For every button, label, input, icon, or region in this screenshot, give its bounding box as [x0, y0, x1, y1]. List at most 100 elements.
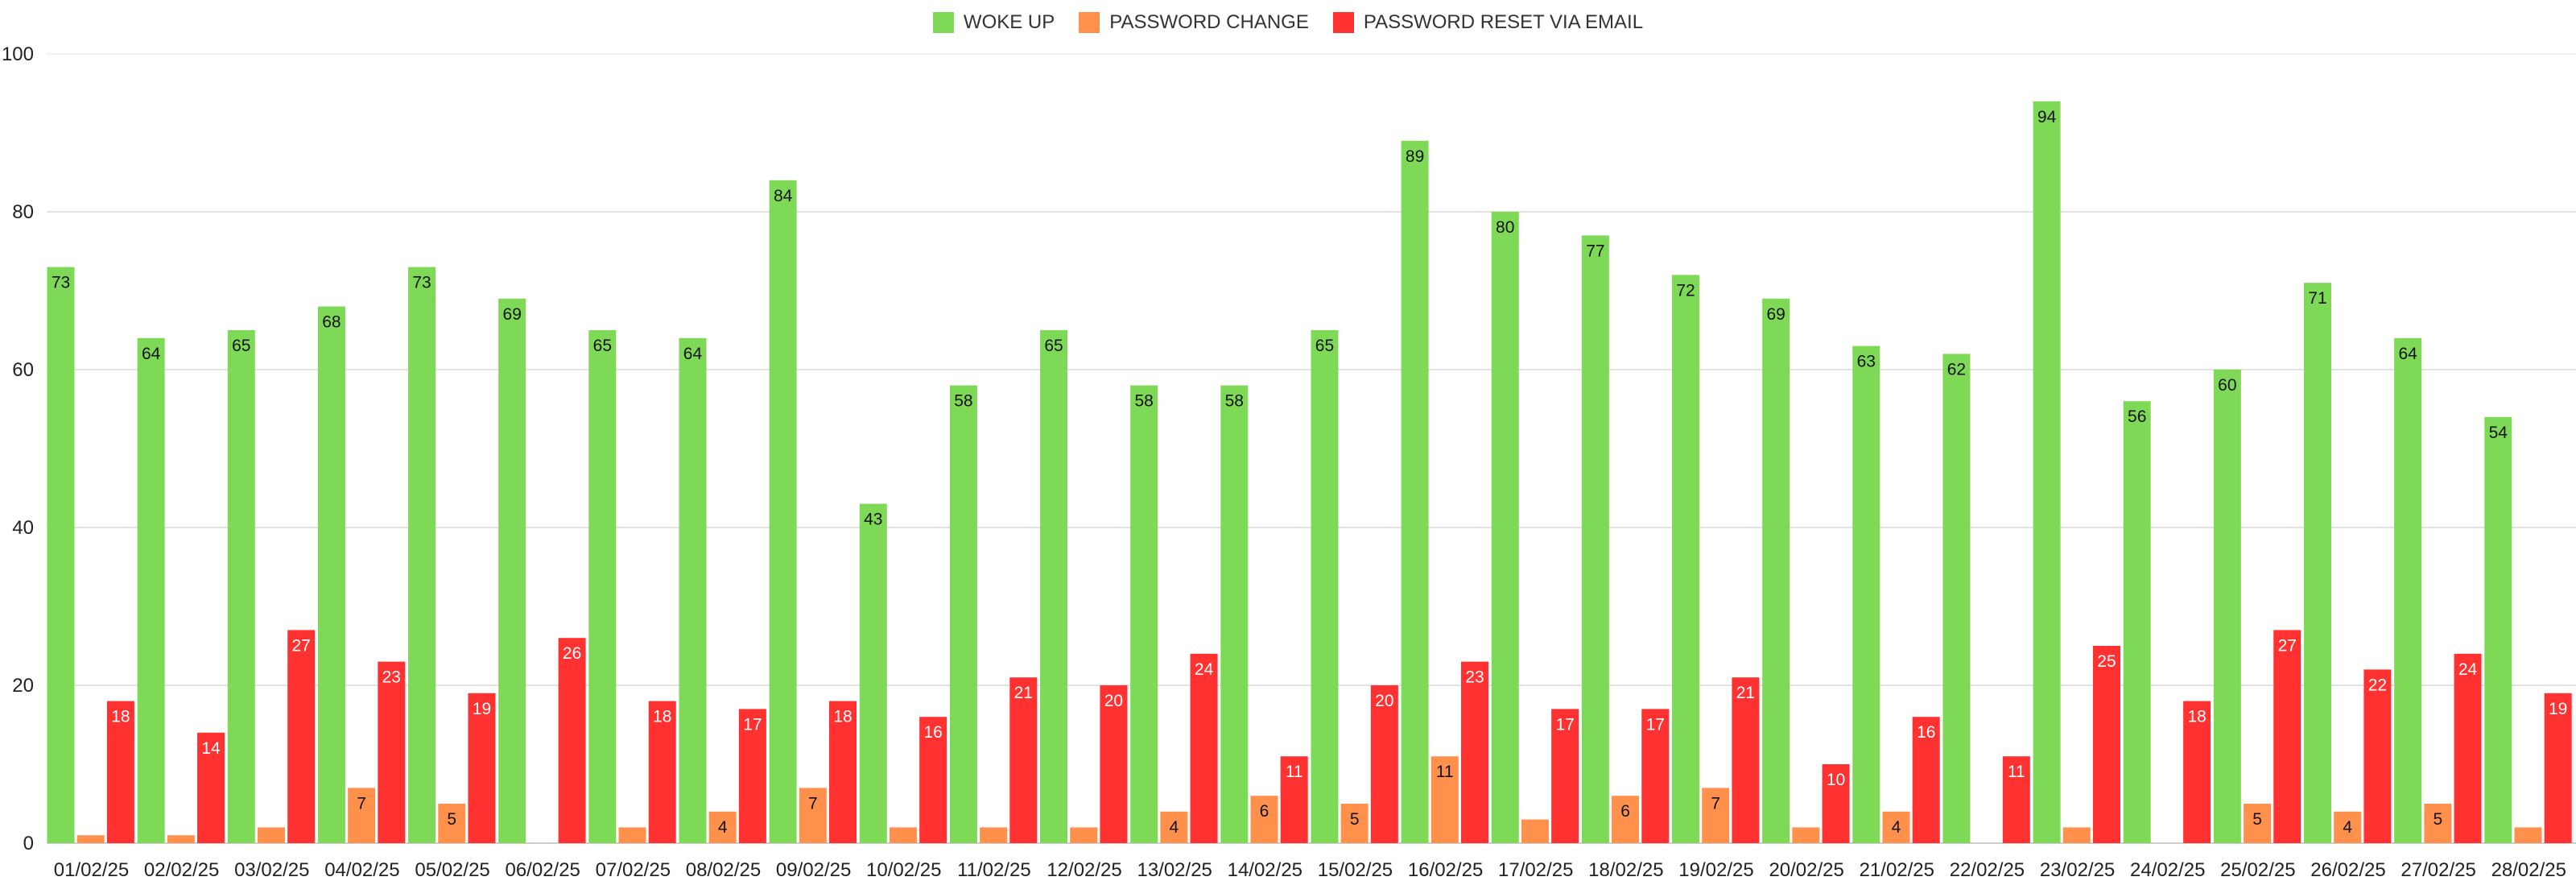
bar-password-reset[interactable]	[648, 701, 676, 843]
bar-password-reset[interactable]	[1641, 709, 1670, 843]
bar-password-reset[interactable]	[197, 732, 225, 843]
bar-password-change[interactable]	[1340, 804, 1368, 843]
bar-password-reset[interactable]	[1912, 717, 1940, 843]
data-label-password-reset: 11	[1286, 763, 1303, 781]
bar-password-change[interactable]	[2334, 811, 2362, 843]
x-tick-label: 02/02/25	[144, 859, 219, 881]
bar-woke-up[interactable]	[317, 306, 345, 844]
bar-woke-up[interactable]	[679, 337, 707, 843]
bar-password-change[interactable]	[1070, 827, 1098, 843]
bar-woke-up[interactable]	[408, 267, 436, 844]
bar-woke-up[interactable]	[1491, 212, 1519, 843]
bar-password-reset[interactable]	[1461, 661, 1488, 843]
bar-password-change[interactable]	[980, 827, 1008, 843]
x-tick-label: 12/02/25	[1046, 859, 1121, 881]
bar-password-reset[interactable]	[2363, 669, 2392, 843]
bar-woke-up[interactable]	[1762, 298, 1790, 843]
bar-password-change[interactable]	[2244, 804, 2272, 843]
data-label-password-change: 4	[1892, 818, 1901, 837]
legend-item-woke-up[interactable]: WOKE UP	[932, 11, 1055, 34]
bar-woke-up[interactable]	[588, 330, 617, 843]
bar-password-change[interactable]	[889, 827, 917, 843]
bar-woke-up[interactable]	[2394, 337, 2422, 843]
bar-password-change[interactable]	[257, 827, 285, 843]
bar-password-reset[interactable]	[558, 638, 586, 843]
bar-password-reset[interactable]	[287, 630, 316, 843]
bar-password-change[interactable]	[2062, 827, 2091, 843]
bar-password-reset[interactable]	[1822, 764, 1850, 843]
bar-password-reset[interactable]	[2454, 653, 2482, 843]
bar-woke-up[interactable]	[47, 267, 75, 844]
data-label-woke-up: 54	[2489, 424, 2508, 442]
bar-woke-up[interactable]	[859, 503, 887, 843]
bar-password-reset[interactable]	[2544, 693, 2572, 843]
bar-password-change[interactable]	[1160, 811, 1188, 843]
bar-password-reset[interactable]	[1370, 685, 1398, 843]
bar-password-reset[interactable]	[1280, 756, 1308, 843]
bar-password-change[interactable]	[1882, 811, 1910, 843]
bar-password-reset[interactable]	[1551, 709, 1579, 843]
bar-woke-up[interactable]	[498, 298, 526, 843]
legend-item-password-reset[interactable]: PASSWORD RESET VIA EMAIL	[1332, 11, 1643, 34]
bar-woke-up[interactable]	[1311, 330, 1339, 843]
bar-password-reset[interactable]	[1732, 677, 1760, 843]
bar-woke-up[interactable]	[2033, 101, 2061, 844]
bar-woke-up[interactable]	[1401, 140, 1429, 844]
bar-password-change[interactable]	[438, 804, 466, 843]
bar-password-reset[interactable]	[738, 709, 766, 843]
bar-woke-up[interactable]	[1581, 235, 1609, 843]
bar-woke-up[interactable]	[949, 385, 977, 844]
bar-woke-up[interactable]	[1942, 354, 1971, 843]
bar-password-change[interactable]	[799, 788, 827, 843]
x-tick-label: 09/02/25	[776, 859, 851, 881]
bar-woke-up[interactable]	[2123, 401, 2151, 843]
bar-woke-up[interactable]	[2213, 370, 2241, 843]
data-label-password-change: 4	[2343, 818, 2352, 837]
bar-password-reset[interactable]	[2092, 646, 2120, 843]
bar-woke-up[interactable]	[2304, 283, 2331, 843]
bar-password-change[interactable]	[1250, 796, 1278, 843]
bar-password-change[interactable]	[1521, 819, 1549, 843]
bar-password-change[interactable]	[2424, 804, 2452, 843]
bar-password-reset[interactable]	[2183, 701, 2211, 843]
bar-password-reset[interactable]	[468, 693, 496, 843]
bar-woke-up[interactable]	[137, 337, 165, 843]
x-tick-label: 11/02/25	[957, 859, 1031, 881]
bar-password-change[interactable]	[1792, 827, 1820, 843]
bar-password-reset[interactable]	[2002, 756, 2030, 843]
bar-woke-up[interactable]	[769, 180, 797, 844]
bar-password-reset[interactable]	[1190, 653, 1218, 843]
bar-password-change[interactable]	[618, 827, 646, 843]
bar-password-reset[interactable]	[1100, 685, 1128, 843]
bar-password-reset[interactable]	[829, 701, 857, 843]
bar-password-change[interactable]	[708, 811, 737, 843]
bar-woke-up[interactable]	[1130, 385, 1158, 844]
bar-woke-up[interactable]	[227, 330, 255, 843]
bar-password-reset[interactable]	[2273, 630, 2301, 843]
data-label-password-reset: 20	[1104, 692, 1123, 710]
bar-password-reset[interactable]	[1009, 677, 1038, 843]
bar-password-change[interactable]	[2514, 827, 2542, 843]
bar-password-change[interactable]	[167, 835, 195, 843]
bar-woke-up[interactable]	[1040, 330, 1068, 843]
x-tick-label: 24/02/25	[2130, 859, 2205, 881]
bar-password-reset[interactable]	[378, 661, 406, 843]
bar-woke-up[interactable]	[2484, 416, 2512, 843]
bar-password-change[interactable]	[1612, 796, 1640, 843]
bar-password-change[interactable]	[1430, 756, 1459, 843]
x-tick-label: 22/02/25	[1950, 859, 2025, 881]
legend-swatch-password-change	[1079, 12, 1100, 33]
data-label-woke-up: 65	[232, 337, 250, 355]
bar-password-change[interactable]	[76, 835, 105, 843]
data-label-woke-up: 65	[1315, 337, 1334, 355]
bar-password-reset[interactable]	[919, 717, 947, 843]
bar-woke-up[interactable]	[1672, 275, 1700, 843]
bar-woke-up[interactable]	[1220, 385, 1249, 844]
bar-woke-up[interactable]	[1852, 345, 1880, 844]
bar-password-reset[interactable]	[106, 701, 134, 843]
bar-password-change[interactable]	[348, 788, 376, 843]
bar-password-change[interactable]	[1702, 788, 1730, 843]
legend-item-password-change[interactable]: PASSWORD CHANGE	[1079, 11, 1309, 34]
x-tick-label: 20/02/25	[1769, 859, 1843, 881]
